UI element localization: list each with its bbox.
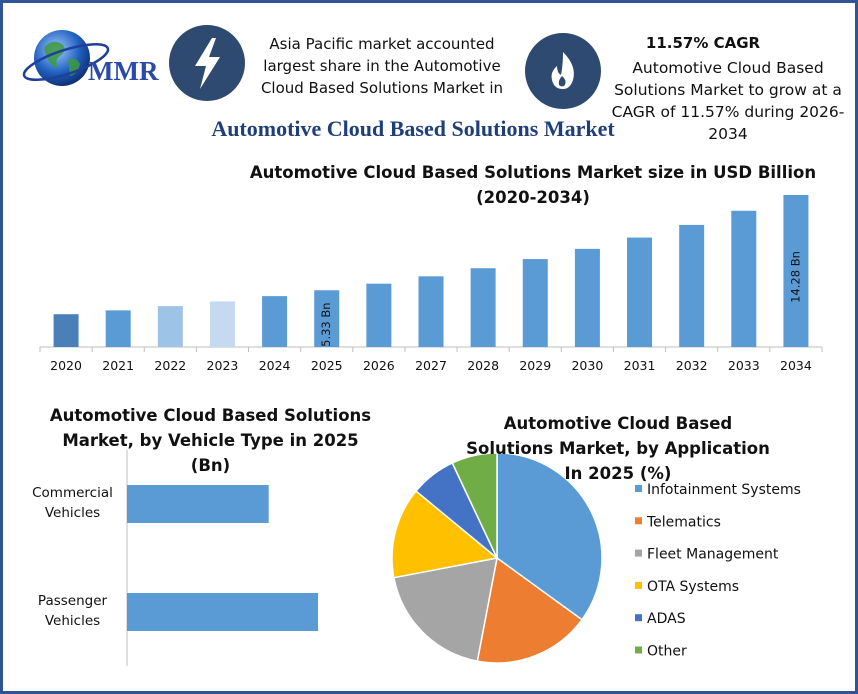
legend-label: OTA Systems [647, 579, 739, 595]
bar [418, 276, 444, 347]
bar [731, 210, 757, 347]
value-label: 5.33 Bn [319, 302, 333, 346]
bar [105, 310, 131, 347]
pie-slice [496, 452, 603, 621]
bar [127, 485, 269, 523]
x-tick-label: 2024 [259, 358, 291, 373]
bar [366, 283, 392, 347]
bar [574, 248, 600, 347]
x-tick-label: 2021 [102, 358, 134, 373]
x-tick-label: 2028 [467, 358, 499, 373]
legend-swatch [635, 485, 642, 492]
bar [157, 306, 183, 347]
x-tick-label: 2026 [363, 358, 395, 373]
legend-swatch [635, 549, 642, 557]
pie-slice [476, 556, 583, 664]
bar [127, 593, 318, 631]
legend-label: Fleet Management [647, 547, 779, 563]
bar-chart-title: Automotive Cloud Based Solutions Market … [249, 163, 817, 207]
y-tick-label: Passenger Vehicles [37, 593, 108, 629]
bar [679, 224, 705, 347]
legend-label: Other [647, 644, 687, 660]
bar [783, 195, 809, 347]
legend-label: Telematics [646, 514, 721, 530]
bar [627, 237, 653, 347]
legend-swatch [635, 581, 642, 589]
legend-swatch [635, 517, 642, 525]
bar [470, 268, 496, 347]
x-tick-label: 2029 [519, 358, 551, 373]
pie-slice [392, 557, 498, 663]
x-tick-label: 2033 [728, 358, 760, 373]
cagr-note: Automotive Cloud Based Solutions Market … [611, 59, 845, 143]
x-tick-label: 2032 [676, 358, 708, 373]
legend-swatch [635, 614, 642, 622]
legend-label: Infotainment Systems [647, 482, 801, 498]
bar [314, 290, 340, 347]
logo-text: MMR [88, 56, 159, 86]
pie-chart-title: Automotive Cloud Based Solutions Market,… [466, 414, 770, 483]
x-tick-label: 2025 [311, 358, 343, 373]
lightning-icon [169, 25, 245, 101]
legend-swatch [635, 646, 642, 654]
page-title: Automotive Cloud Based Solutions Market [211, 116, 615, 141]
x-tick-label: 2023 [207, 358, 239, 373]
region-note: Asia Pacific market accounted largest sh… [260, 35, 504, 97]
hbar-chart-title: Automotive Cloud Based Solutions Market,… [49, 406, 372, 475]
pie-slice [451, 452, 498, 559]
pie-slice [391, 490, 499, 579]
flame-icon [525, 33, 601, 109]
cagr-title: 11.57% CAGR [645, 34, 761, 52]
x-tick-label: 2034 [780, 358, 812, 373]
bar [262, 296, 288, 347]
y-tick-label: Commercial Vehicles [32, 485, 113, 521]
x-tick-label: 2030 [571, 358, 603, 373]
x-tick-label: 2031 [624, 358, 656, 373]
x-tick-label: 2027 [415, 358, 447, 373]
legend-label: ADAS [647, 611, 686, 627]
bar [209, 301, 235, 347]
x-tick-label: 2020 [50, 358, 82, 373]
logo: MMR [22, 30, 159, 86]
value-label: 14.28 Bn [788, 251, 802, 303]
x-tick-label: 2022 [154, 358, 186, 373]
bar [522, 259, 548, 347]
bar [53, 314, 79, 347]
